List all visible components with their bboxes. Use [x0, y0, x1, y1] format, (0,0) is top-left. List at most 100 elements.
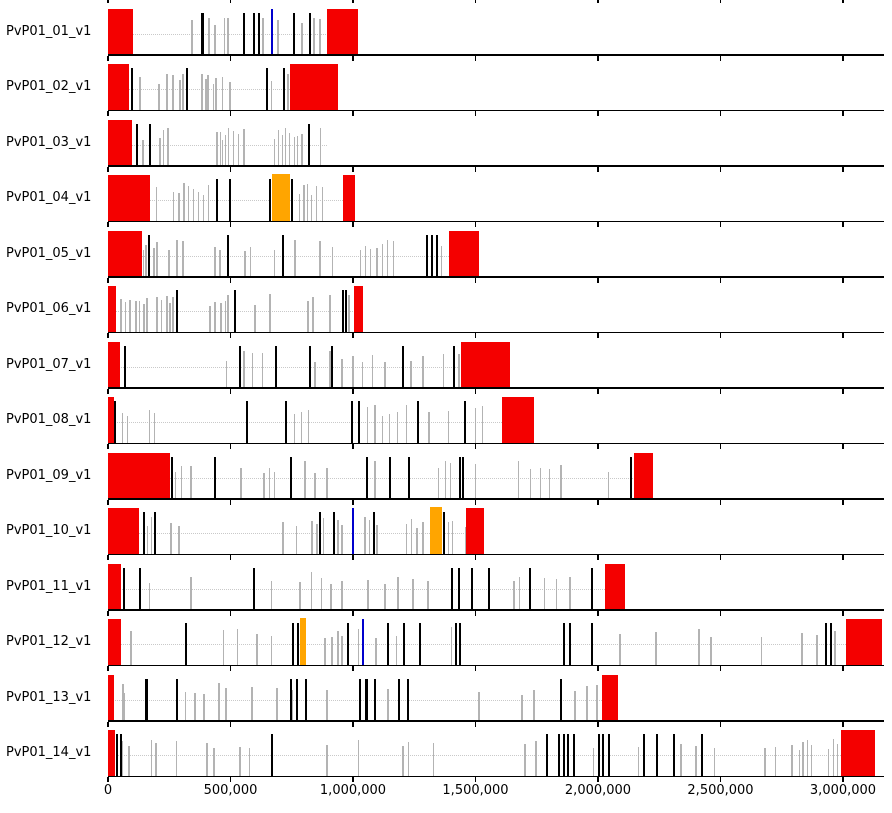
gray-gene-marker — [303, 185, 305, 221]
chromosome-row: PvP01_04_v1 — [0, 167, 892, 227]
black-gene-marker — [397, 678, 401, 721]
chromosome-row: PvP01_09_v1 — [0, 444, 892, 505]
subtelomere-block — [108, 341, 121, 388]
gray-gene-marker — [218, 682, 220, 721]
subtelomere-block — [108, 230, 143, 277]
gray-gene-marker — [130, 631, 132, 665]
black-gene-marker — [344, 290, 347, 332]
row-label: PvP01_02_v1 — [6, 79, 92, 94]
axis-tick — [842, 499, 844, 505]
gray-gene-marker — [412, 578, 414, 610]
axis-tick — [352, 555, 354, 560]
black-gene-marker — [591, 567, 594, 610]
axis-tick — [597, 388, 599, 394]
gray-gene-marker — [178, 526, 180, 554]
chromosome-row: PvP01_11_v1 — [0, 555, 892, 616]
axis-tick — [352, 499, 354, 505]
gray-gene-marker — [592, 748, 594, 776]
black-gene-marker — [184, 623, 187, 665]
gray-gene-marker — [299, 581, 301, 610]
gray-gene-marker — [180, 465, 183, 499]
subtelomere-block — [604, 563, 625, 610]
black-gene-marker — [270, 734, 273, 776]
gray-gene-marker — [232, 130, 235, 166]
gray-gene-marker — [159, 137, 161, 166]
gray-gene-marker — [179, 80, 181, 110]
black-gene-marker — [450, 567, 454, 610]
black-gene-marker — [281, 234, 285, 277]
axis-tick — [597, 277, 599, 283]
row-label: PvP01_14_v1 — [6, 745, 92, 760]
gray-gene-marker — [168, 249, 170, 277]
axis-tick — [107, 111, 109, 116]
chromosome-midline — [108, 144, 328, 146]
axis-tick — [107, 55, 109, 61]
gray-gene-marker — [330, 583, 332, 610]
axis-tick — [474, 499, 477, 505]
gray-gene-marker — [142, 249, 145, 277]
gray-gene-marker — [166, 296, 168, 332]
gray-gene-marker — [316, 524, 318, 554]
axis-tick — [352, 721, 354, 727]
gray-gene-marker — [296, 526, 298, 554]
axis-tick — [107, 777, 109, 782]
gray-gene-marker — [384, 583, 386, 610]
axis-tick — [474, 222, 477, 227]
gray-gene-marker — [357, 740, 359, 776]
axis-tick-top — [229, 0, 232, 3]
axis-tick — [474, 721, 477, 727]
axis-tick — [597, 111, 599, 116]
black-gene-marker — [175, 678, 178, 721]
gray-gene-marker — [212, 84, 214, 110]
gray-gene-marker — [251, 686, 253, 721]
gray-gene-marker — [535, 741, 537, 776]
black-gene-marker — [372, 512, 376, 554]
gray-gene-marker — [256, 634, 258, 665]
gray-gene-marker — [155, 187, 158, 221]
gray-gene-marker — [193, 189, 195, 221]
gray-gene-marker — [832, 739, 834, 776]
gray-gene-marker — [149, 410, 151, 443]
gray-gene-marker — [791, 745, 793, 776]
gray-gene-marker — [416, 528, 418, 554]
gray-gene-marker — [314, 361, 316, 388]
gray-gene-marker — [680, 744, 682, 776]
subtelomere-block — [448, 230, 480, 277]
axis-tick — [842, 777, 844, 782]
gray-gene-marker — [517, 460, 519, 499]
subtelomere-block — [108, 175, 151, 221]
gray-gene-marker — [224, 17, 226, 55]
gray-gene-marker — [122, 683, 124, 721]
gray-gene-marker — [175, 741, 177, 776]
gray-gene-marker — [427, 580, 429, 610]
axis-tick — [352, 166, 354, 172]
axis-tick — [719, 55, 722, 61]
axis-tick — [597, 499, 599, 505]
x-axis-tick-label: 2,000,000 — [564, 783, 632, 798]
gray-gene-marker — [432, 743, 434, 776]
gray-gene-marker — [261, 352, 263, 388]
black-gene-marker — [122, 567, 125, 610]
axis-tick — [352, 222, 354, 227]
gray-gene-marker — [450, 627, 453, 665]
black-gene-marker — [829, 623, 833, 665]
axis-tick — [597, 444, 599, 449]
gray-gene-marker — [713, 748, 715, 776]
black-gene-marker — [470, 567, 474, 610]
black-gene-marker — [418, 623, 421, 665]
chromosome-row: PvP01_05_v1 — [0, 222, 892, 283]
gray-gene-marker — [183, 183, 185, 221]
black-gene-marker — [268, 179, 272, 221]
black-gene-marker — [138, 567, 142, 610]
gray-gene-marker — [341, 580, 343, 610]
chromosome-midline — [108, 33, 359, 35]
chromosome-row: PvP01_03_v1 — [0, 111, 892, 172]
x-axis-tick-label: 3,000,000 — [809, 783, 877, 798]
chromosome-midline — [108, 644, 883, 645]
gray-gene-marker — [223, 630, 225, 665]
axis-tick — [842, 222, 844, 227]
gray-gene-marker — [381, 416, 383, 443]
chromosome-midline — [108, 533, 485, 534]
black-gene-marker — [304, 678, 308, 721]
axis-tick — [229, 55, 232, 61]
